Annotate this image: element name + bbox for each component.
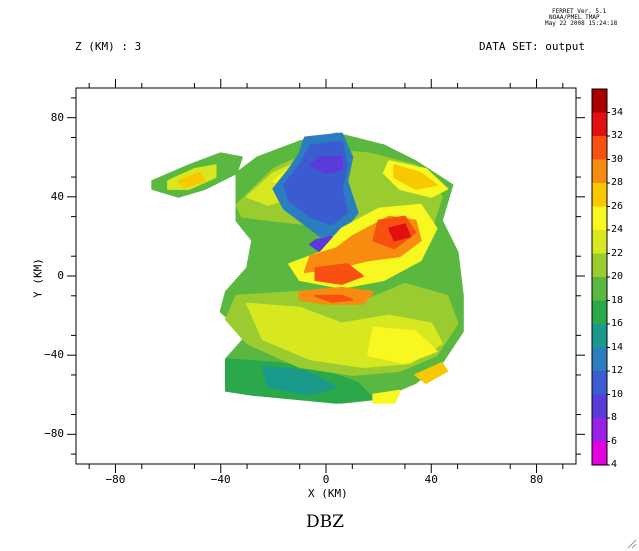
x-tick-label: 0 (322, 473, 330, 486)
reflectivity-region-27 (372, 389, 401, 404)
colorbar-label: 30 (611, 153, 624, 165)
y-axis-label: Y (KM) (31, 258, 45, 298)
x-axis-label: X (KM) (308, 487, 348, 500)
colorbar-label: 4 (611, 459, 618, 470)
colorbar-label: 28 (611, 177, 624, 188)
reflectivity-region-19 (388, 223, 412, 242)
colorbar-label: 18 (611, 294, 624, 306)
x-tick-label: −40 (210, 473, 231, 486)
colorbar-swatch (592, 347, 607, 371)
x-tick-label: 80 (529, 473, 544, 486)
dataset-label: DATA SET: output (479, 40, 585, 53)
colorbar-label: 34 (611, 106, 624, 118)
colorbar-label: 26 (611, 200, 624, 212)
colorbar-swatch (592, 112, 607, 136)
colorbar-label: 22 (611, 247, 624, 259)
colorbar-swatch (592, 418, 607, 442)
reflectivity-region-20 (314, 263, 364, 285)
reflectivity-region-25 (177, 172, 206, 188)
program-line-1: FERRET Ver. 5.1 (552, 8, 607, 15)
y-tick-label: 0 (57, 269, 64, 282)
reflectivity-region-14 (309, 156, 343, 175)
colorbar-swatch (592, 206, 607, 230)
chart-title: DBZ (306, 512, 344, 532)
colorbar-swatch (592, 136, 607, 160)
colorbar-label: 12 (611, 365, 624, 376)
colorbar-swatch (592, 277, 607, 301)
y-tick-label: −40 (44, 348, 64, 362)
reflectivity-field (151, 132, 464, 404)
y-tick-label: 40 (50, 189, 64, 203)
colorbar-swatch (592, 394, 607, 418)
reflectivity-region-26 (414, 362, 449, 384)
colorbar-label: 20 (611, 271, 624, 282)
colorbar-swatch (592, 183, 607, 207)
colorbar-swatch (592, 371, 607, 395)
reflectivity-region-22 (314, 294, 354, 303)
colorbar-label: 8 (611, 412, 618, 423)
y-tick-label: 80 (50, 110, 64, 124)
z-level-label: Z (KM) : 3 (75, 40, 142, 53)
program-line-2: NOAA/PMEL TMAP (549, 14, 600, 21)
colorbar-label: 10 (611, 388, 624, 400)
colorbar-label: 16 (611, 318, 624, 329)
colorbar (591, 88, 610, 466)
reflectivity-region-11 (393, 164, 438, 190)
colorbar-label: 32 (611, 130, 624, 141)
colorbar-swatch (592, 324, 607, 348)
axis-ticks (67, 79, 585, 473)
colorbar-swatch (592, 159, 607, 183)
colorbar-swatch (592, 230, 607, 254)
colorbar-label: 14 (611, 341, 624, 353)
colorbar-swatch (592, 300, 607, 324)
x-tick-label: 40 (424, 473, 438, 486)
reflectivity-region-5 (367, 326, 438, 365)
colorbar-label: 6 (611, 435, 618, 447)
x-tick-label: −80 (105, 473, 126, 486)
colorbar-swatch (592, 253, 607, 277)
reflectivity-region-2 (261, 366, 338, 396)
y-tick-label: −80 (44, 427, 64, 441)
colorbar-swatch (592, 89, 607, 113)
colorbar-label: 24 (611, 224, 624, 235)
program-line-3: May 22 2008 15:24:18 (545, 20, 618, 27)
colorbar-swatch (592, 441, 607, 465)
resize-grip-icon[interactable] (625, 537, 637, 549)
